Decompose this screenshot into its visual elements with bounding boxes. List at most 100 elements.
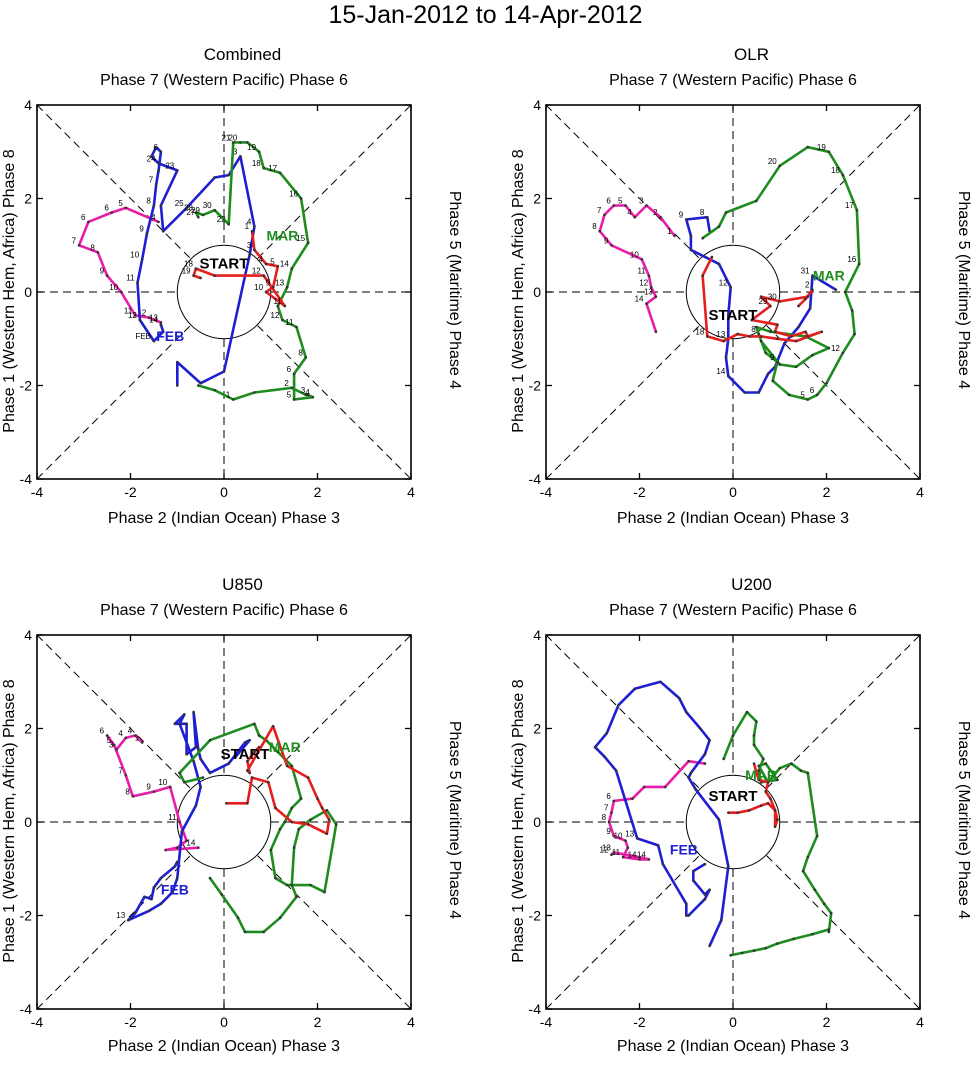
day-label: 8 xyxy=(90,243,95,252)
day-label: 10 xyxy=(614,832,623,841)
day-label: 9 xyxy=(100,267,105,276)
data-point xyxy=(705,215,709,219)
data-point xyxy=(645,302,648,305)
data-point xyxy=(194,804,198,807)
data-point xyxy=(253,391,256,394)
data-point xyxy=(827,346,831,350)
day-label: 11 xyxy=(285,318,294,327)
left-axis-label: Phase 1 (Western Hem, Africa) Phase 8 xyxy=(1,679,18,963)
day-label: 22 xyxy=(217,215,226,224)
data-point xyxy=(684,218,688,221)
data-point xyxy=(610,243,613,247)
data-point xyxy=(806,771,810,775)
day-label: 12 xyxy=(639,278,648,287)
day-label: 27 xyxy=(186,208,195,217)
data-point xyxy=(757,332,761,336)
data-point xyxy=(794,365,798,369)
data-point xyxy=(717,262,721,266)
u200-panel: U200 Phase 7 (Western Pacific) Phase 6 -… xyxy=(509,560,971,1090)
data-point xyxy=(815,834,819,838)
day-label: 4 xyxy=(118,729,123,738)
data-point xyxy=(610,811,613,814)
series-line-jan xyxy=(105,734,199,852)
data-point xyxy=(248,771,252,775)
data-point xyxy=(764,762,768,765)
data-point xyxy=(766,372,770,376)
data-point xyxy=(152,886,156,889)
data-point xyxy=(199,276,202,280)
day-label: 9 xyxy=(604,236,609,245)
data-point xyxy=(110,211,114,214)
data-point xyxy=(316,797,319,800)
day-label: 13 xyxy=(644,288,653,297)
data-point xyxy=(145,232,149,235)
data-point xyxy=(320,806,324,810)
data-point xyxy=(157,169,160,172)
y-tick-label: 4 xyxy=(24,627,32,643)
data-point xyxy=(257,745,261,749)
data-point xyxy=(654,295,658,298)
start-label: START xyxy=(221,746,270,763)
day-label: 29 xyxy=(191,206,200,215)
main-title: 15-Jan-2012 to 14-Apr-2012 xyxy=(328,1,643,29)
day-label: 14 xyxy=(628,850,637,859)
day-label: 4 xyxy=(627,208,632,217)
day-label: 8 xyxy=(298,348,303,357)
data-point xyxy=(804,297,807,301)
data-point xyxy=(766,802,770,805)
day-label: 8 xyxy=(700,208,705,217)
data-point xyxy=(717,818,721,821)
day-label: 5 xyxy=(800,391,805,400)
bottom-axis-label: Phase 2 (Indian Ocean) Phase 3 xyxy=(616,1038,850,1055)
data-point xyxy=(759,335,763,338)
data-point xyxy=(147,316,151,320)
series-line-mar xyxy=(701,145,861,401)
data-point xyxy=(250,229,254,233)
data-point xyxy=(827,928,831,931)
data-point xyxy=(708,888,711,892)
data-point xyxy=(684,710,688,714)
data-point xyxy=(703,893,707,896)
day-label: 1 xyxy=(135,734,140,743)
data-point xyxy=(285,883,289,887)
data-point xyxy=(131,794,135,798)
day-label: 12 xyxy=(719,278,728,287)
data-point xyxy=(105,274,109,277)
day-label: 11 xyxy=(638,267,647,276)
data-point xyxy=(727,865,730,868)
data-point xyxy=(757,778,761,782)
data-point xyxy=(213,176,216,179)
data-point xyxy=(276,304,280,308)
top-axis-label: Phase 7 (Western Pacific) Phase 6 xyxy=(100,602,348,619)
data-point xyxy=(283,820,287,824)
y-tick-label: 0 xyxy=(533,284,541,300)
data-point xyxy=(276,750,280,754)
data-point xyxy=(278,171,282,175)
x-tick-label: -2 xyxy=(633,484,646,500)
month-label: MAR xyxy=(266,228,298,244)
data-point xyxy=(159,323,163,327)
data-point xyxy=(661,862,665,866)
data-point xyxy=(257,150,261,154)
data-point xyxy=(227,762,230,765)
day-label: 9 xyxy=(266,278,271,287)
data-point xyxy=(295,325,298,329)
unit-circle xyxy=(685,244,781,340)
data-point xyxy=(246,769,249,772)
data-point xyxy=(769,797,772,800)
data-point xyxy=(213,208,216,212)
data-point xyxy=(164,848,167,852)
day-label: 1 xyxy=(667,227,672,236)
u850-panel: U850 Phase 7 (Western Pacific) Phase 6 -… xyxy=(0,560,485,1090)
day-label: 10 xyxy=(158,778,167,787)
data-point xyxy=(822,902,826,906)
data-point xyxy=(213,274,216,277)
data-point xyxy=(811,932,814,936)
day-label: 11 xyxy=(612,848,621,857)
data-point xyxy=(143,895,146,899)
data-point xyxy=(717,225,721,228)
data-point xyxy=(654,330,658,334)
data-point xyxy=(593,745,597,749)
day-label: 11 xyxy=(168,813,177,822)
data-point xyxy=(199,785,202,789)
